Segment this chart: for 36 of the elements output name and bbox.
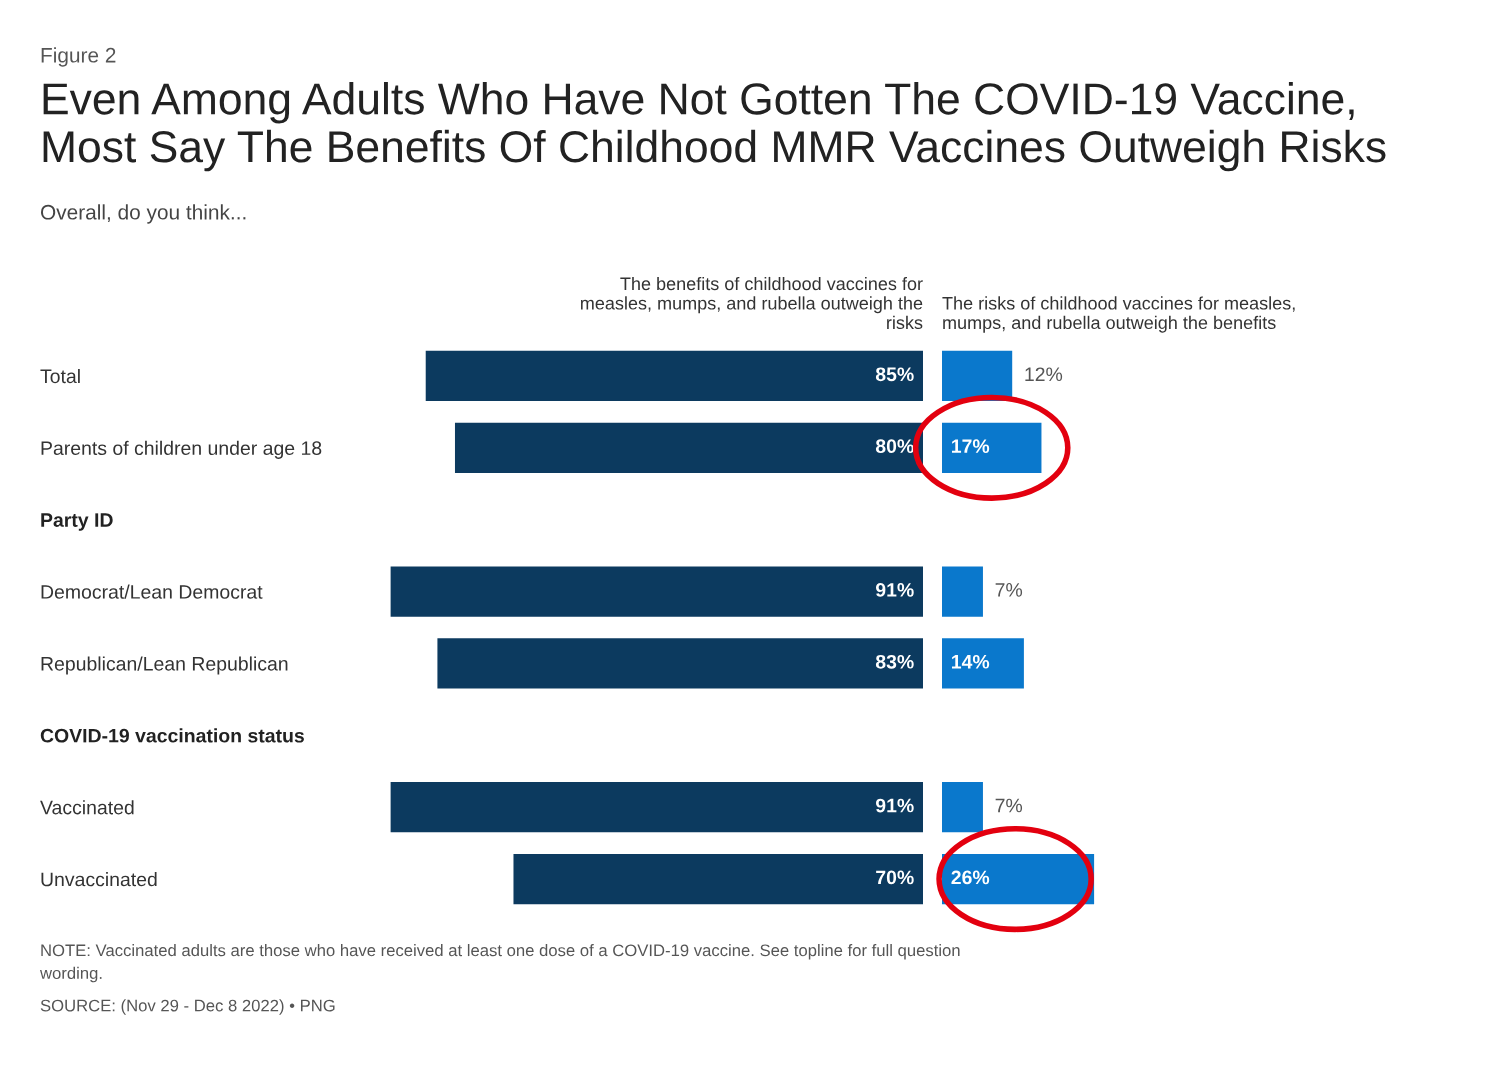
bar <box>513 853 923 905</box>
text: Overall, do you think... <box>40 204 246 224</box>
y-tick-label: Democrat/Lean Democrat <box>41 584 263 599</box>
y-tick-label: Party ID <box>41 513 113 531</box>
bar <box>942 782 983 833</box>
data-label: 83% <box>875 654 914 669</box>
series-label: The benefits of childhood vaccines for measles, mumps, and rubella outweigh the risks <box>580 276 923 330</box>
data-label: 17% <box>952 439 990 453</box>
data-label: 70% <box>876 870 914 885</box>
y-tick-label: Total <box>40 368 80 384</box>
chart-title: Even Among Adults Who Have Not Gotten The COVID-19 Vaccine, Most Say The Benefits Of Childhood MMR Vaccines Outweigh Risks <box>43 82 1386 172</box>
y-tick-label: Vaccinated <box>40 800 134 815</box>
data-label: 85% <box>875 367 914 382</box>
data-label: 26% <box>951 870 990 885</box>
data-label: 12% <box>1025 367 1063 382</box>
series-label: The risks of childhood vaccines for measles, mumps, and rubella outweigh the benefits <box>942 296 1295 333</box>
y-tick-label: Unvaccinated <box>41 872 157 887</box>
y-tick-label: Republican/Lean Republican <box>41 656 288 675</box>
bar <box>390 566 923 617</box>
text: NOTE: Vaccinated adults are those who have received at least one dose of a COVID-19 vaccine. See topline for full question wording. <box>39 944 960 983</box>
data-label: 91% <box>875 798 914 813</box>
bar <box>942 638 1024 689</box>
bar <box>942 350 1013 402</box>
bar <box>942 422 1042 473</box>
source-note: SOURCE: (Nov 29 - Dec 8 2022) • PNG <box>40 999 335 1015</box>
data-label: 91% <box>875 583 914 597</box>
bar <box>425 350 923 402</box>
data-label: 7% <box>995 583 1023 597</box>
data-label: 7% <box>995 798 1023 813</box>
y-tick-label: Parents of children under age 18 <box>41 440 322 459</box>
bar <box>437 638 923 689</box>
bar <box>390 782 923 833</box>
y-tick-label: COVID-19 vaccination status <box>40 728 304 743</box>
caption: Figure 2 <box>41 47 116 67</box>
bar <box>942 566 983 617</box>
data-label: 14% <box>952 654 990 669</box>
